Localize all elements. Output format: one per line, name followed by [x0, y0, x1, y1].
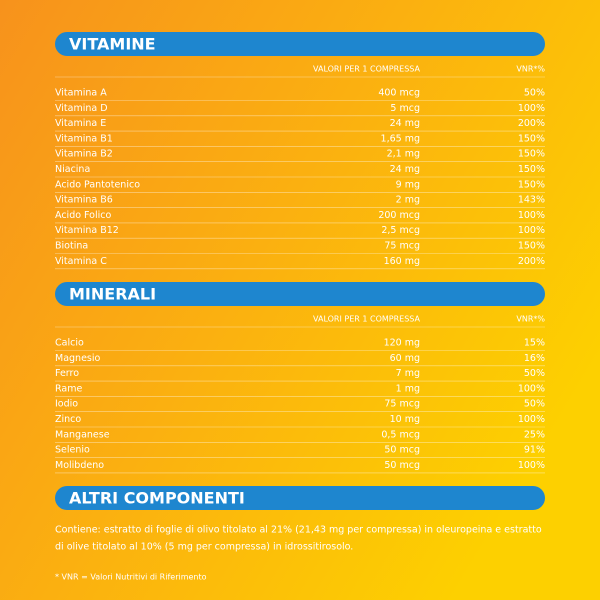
- nutrient-amount: 2 mg: [396, 195, 420, 206]
- nutrient-name: Ferro: [55, 368, 79, 379]
- nutrient-name: Vitamina C: [55, 256, 107, 267]
- nutrient-amount: 9 mg: [396, 179, 420, 190]
- column-header: VNR*%: [516, 65, 545, 74]
- nutrient-amount: 50 mcg: [384, 460, 420, 471]
- section-bar: [55, 486, 545, 510]
- nutrient-vnr: 15%: [524, 338, 545, 349]
- column-header: VALORI PER 1 COMPRESSA: [313, 315, 421, 324]
- nutrient-vnr: 150%: [518, 133, 545, 144]
- nutrient-vnr: 16%: [524, 353, 545, 364]
- nutrient-amount: 200 mcg: [378, 210, 420, 221]
- nutrient-name: Acido Pantotenico: [55, 179, 140, 190]
- nutrient-vnr: 100%: [518, 460, 545, 471]
- nutrient-vnr: 143%: [518, 195, 545, 206]
- column-header: VALORI PER 1 COMPRESSA: [313, 65, 421, 74]
- nutrient-name: Zinco: [55, 414, 81, 425]
- nutrient-vnr: 50%: [524, 399, 545, 410]
- nutrient-name: Vitamina B6: [55, 195, 113, 206]
- nutrient-vnr: 100%: [518, 225, 545, 236]
- nutrient-vnr: 150%: [518, 241, 545, 252]
- column-header: VNR*%: [516, 315, 545, 324]
- paragraph-line: Contiene: estratto di foglie di olivo ti…: [55, 525, 542, 536]
- nutrient-name: Molibdeno: [55, 460, 104, 471]
- nutrient-name: Rame: [55, 383, 82, 394]
- nutrient-amount: 2,5 mcg: [381, 225, 420, 236]
- section-title: ALTRI COMPONENTI: [69, 489, 245, 508]
- nutrient-name: Selenio: [55, 445, 90, 456]
- nutrient-vnr: 200%: [518, 256, 545, 267]
- nutrient-name: Iodio: [55, 399, 78, 410]
- nutrient-amount: 5 mcg: [390, 103, 420, 114]
- nutrient-amount: 1 mg: [396, 383, 420, 394]
- nutrient-name: Niacina: [55, 164, 90, 175]
- nutrient-amount: 50 mcg: [384, 445, 420, 456]
- footnote: * VNR = Valori Nutritivi di Riferimento: [55, 573, 207, 582]
- nutrient-vnr: 150%: [518, 179, 545, 190]
- nutrient-amount: 24 mg: [390, 118, 420, 129]
- section-bar: [55, 32, 545, 56]
- nutrient-vnr: 50%: [524, 88, 545, 99]
- nutrient-amount: 7 mg: [396, 368, 420, 379]
- nutrient-vnr: 150%: [518, 149, 545, 160]
- nutrient-amount: 160 mg: [384, 256, 420, 267]
- nutrient-name: Biotina: [55, 241, 88, 252]
- nutrient-vnr: 150%: [518, 164, 545, 175]
- nutrient-name: Vitamina B2: [55, 149, 113, 160]
- nutrient-vnr: 100%: [518, 414, 545, 425]
- nutrient-name: Magnesio: [55, 353, 101, 364]
- nutrient-name: Calcio: [55, 338, 84, 349]
- nutrient-amount: 10 mg: [390, 414, 420, 425]
- nutrient-amount: 75 mcg: [384, 399, 420, 410]
- nutrient-name: Manganese: [55, 429, 110, 440]
- nutrient-vnr: 100%: [518, 383, 545, 394]
- nutrient-vnr: 25%: [524, 429, 545, 440]
- nutrient-vnr: 100%: [518, 103, 545, 114]
- nutrient-name: Vitamina B12: [55, 225, 119, 236]
- section-title: MINERALI: [69, 285, 156, 304]
- nutrient-vnr: 100%: [518, 210, 545, 221]
- nutrient-vnr: 200%: [518, 118, 545, 129]
- section-title: VITAMINE: [69, 35, 156, 54]
- nutrient-amount: 1,65 mg: [381, 133, 420, 144]
- nutrient-amount: 75 mcg: [384, 241, 420, 252]
- nutrient-amount: 0,5 mcg: [381, 429, 420, 440]
- nutrient-name: Vitamina A: [55, 88, 107, 99]
- nutrient-amount: 400 mcg: [378, 88, 420, 99]
- nutrient-amount: 24 mg: [390, 164, 420, 175]
- nutrient-amount: 2,1 mg: [387, 149, 420, 160]
- paragraph-line: di olive titolato al 10% (5 mg per compr…: [55, 542, 353, 553]
- nutrient-name: Acido Folico: [55, 210, 111, 221]
- nutrient-name: Vitamina B1: [55, 133, 113, 144]
- nutrient-name: Vitamina D: [55, 103, 108, 114]
- section-bar: [55, 282, 545, 306]
- nutrient-vnr: 50%: [524, 368, 545, 379]
- nutrient-amount: 120 mg: [384, 338, 420, 349]
- nutrient-vnr: 91%: [524, 445, 545, 456]
- nutrient-name: Vitamina E: [55, 118, 106, 129]
- nutrient-amount: 60 mg: [390, 353, 420, 364]
